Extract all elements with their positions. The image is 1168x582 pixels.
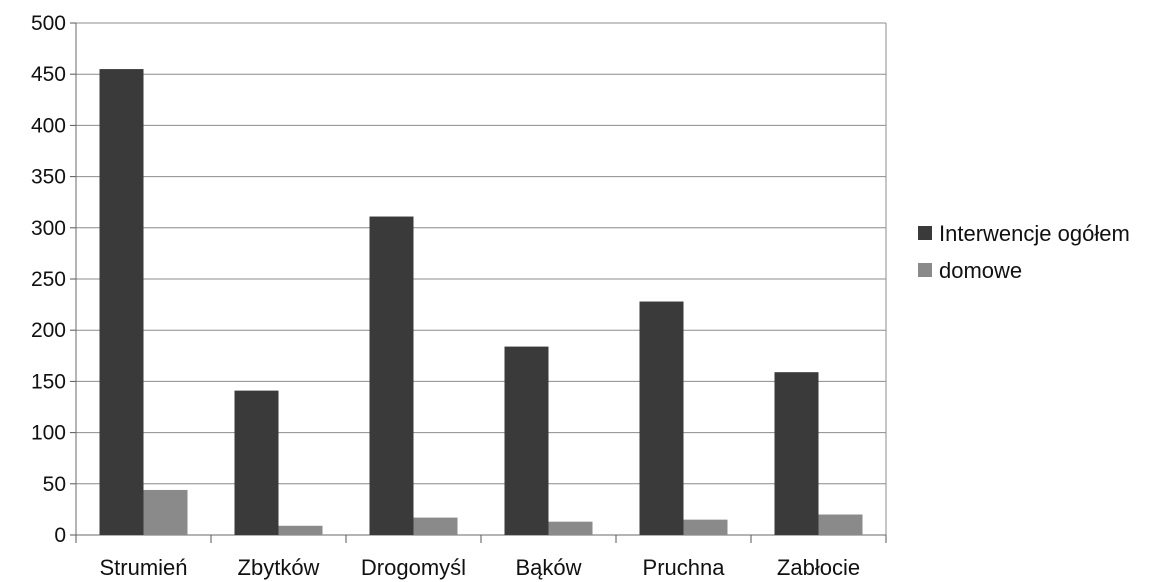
bar-interwencje-ogolem-1: [234, 390, 279, 535]
x-category-label: Zabłocie: [777, 555, 860, 580]
y-tick-label: 350: [31, 166, 66, 189]
y-tick-label: 50: [43, 473, 66, 496]
x-category-label: Zbytków: [238, 555, 320, 580]
y-tick-label: 100: [31, 422, 66, 445]
legend-swatch-interwencje-ogolem: [918, 226, 932, 240]
y-tick-label: 400: [31, 114, 66, 137]
bar-domowe-3: [548, 521, 593, 535]
bar-domowe-1: [278, 525, 323, 535]
y-axis-tick-labels: 0 50 100 150 200 250 300 350 400 450 500: [31, 12, 66, 547]
y-tick-label: 200: [31, 319, 66, 342]
bar-domowe-4: [683, 519, 728, 535]
bar-interwencje-ogolem-0: [99, 69, 144, 535]
y-tick-label: 300: [31, 217, 66, 240]
y-tick-label: 0: [54, 524, 66, 547]
bar-interwencje-ogolem-2: [369, 216, 414, 535]
bar-domowe-2: [413, 517, 458, 535]
x-category-label: Strumień: [99, 555, 187, 580]
x-category-label: Pruchna: [643, 555, 726, 580]
y-tick-label: 450: [31, 63, 66, 86]
bar-interwencje-ogolem-4: [639, 301, 684, 535]
y-tick-label: 500: [31, 12, 66, 35]
bar-domowe-5: [818, 514, 863, 535]
grid-lines: [76, 22, 886, 485]
x-axis-category-labels: Strumień Zbytków Drogomyśl Bąków Pruchna Zabł…: [99, 555, 860, 580]
bar-domowe-0: [143, 489, 188, 535]
axes: [70, 22, 887, 543]
x-category-label: Bąków: [515, 555, 581, 580]
y-tick-label: 250: [31, 268, 66, 291]
y-tick-label: 150: [31, 370, 66, 393]
bar-interwencje-ogolem-3: [504, 346, 549, 535]
bar-interwencje-ogolem-5: [774, 372, 819, 535]
legend-label-interwencje-ogolem: Interwencje ogółem: [939, 221, 1130, 246]
legend-label-domowe: domowe: [939, 258, 1022, 283]
x-category-label: Drogomyśl: [361, 555, 466, 580]
bars: [99, 69, 863, 535]
legend: Interwencje ogółem domowe: [918, 221, 1130, 283]
legend-swatch-domowe: [918, 263, 932, 277]
